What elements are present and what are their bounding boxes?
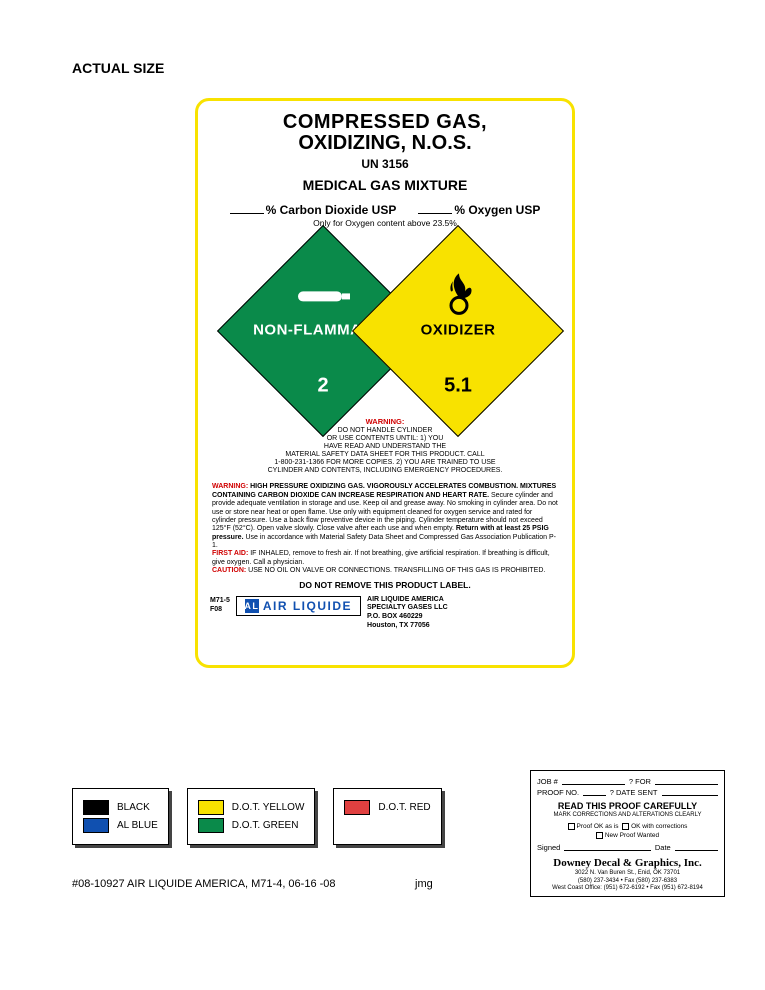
swatch-row: D.O.T. RED — [344, 800, 430, 815]
proof-box: JOB # ? FOR PROOF NO. ? DATE SENT READ THI… — [530, 770, 725, 897]
signed-label: Signed — [537, 843, 560, 853]
color-swatch — [83, 800, 109, 815]
color-swatch — [83, 818, 109, 833]
logo-text: AIR LIQUIDE — [263, 599, 352, 613]
body-warning-label: WARNING: — [212, 483, 248, 490]
title-line-1: COMPRESSED GAS, — [208, 111, 562, 134]
color-swatches: BLACK AL BLUE D.O.T. YELLOW D.O.T. GREEN D… — [72, 788, 442, 845]
pct-note: Only for Oxygen content above 23.5% — [208, 218, 562, 228]
addr4: Houston, TX 77056 — [367, 622, 448, 631]
un-number: UN 3156 — [208, 157, 562, 171]
swatch-label: D.O.T. RED — [378, 802, 430, 813]
proof-sub: MARK CORRECTIONS AND ALTERATIONS CLEARLY — [537, 812, 718, 820]
swatch-box-2: D.O.T. YELLOW D.O.T. GREEN — [187, 788, 316, 845]
oxidizer-text: OXIDIZER — [383, 321, 533, 338]
swatch-row: BLACK — [83, 800, 158, 815]
swatch-row: D.O.T. GREEN — [198, 818, 305, 833]
proofno-label: PROOF NO. — [537, 788, 579, 798]
downey-addr2: (580) 237-3434 • Fax (580) 237-6383 — [537, 878, 718, 885]
color-swatch — [198, 800, 224, 815]
actual-size-heading: ACTUAL SIZE — [72, 60, 164, 76]
oxidizer-diamond: OXIDIZER 5.1 — [352, 225, 564, 437]
color-swatch — [344, 800, 370, 815]
body-detail2: Use in accordance with Material Safety D… — [212, 534, 556, 549]
color-swatch — [198, 818, 224, 833]
caution-label: CAUTION: — [212, 567, 246, 574]
class-51-number: 5.1 — [383, 374, 533, 397]
co2-label: % Carbon Dioxide USP — [266, 203, 397, 217]
job-label: JOB # — [537, 777, 558, 787]
addr3: P.O. BOX 460229 — [367, 613, 448, 622]
title-line-2: OXIDIZING, N.O.S. — [208, 132, 562, 155]
swatch-label: BLACK — [117, 802, 150, 813]
air-liquide-logo: AL AIR LIQUIDE — [236, 596, 361, 616]
datesent-label: ? DATE SENT — [610, 788, 658, 798]
downey-company: Downey Decal & Graphics, Inc. — [537, 856, 718, 870]
hazard-diamonds: NON-FLAMMABLE 2 OXIDIZER 5.1 — [208, 236, 562, 436]
do-not-remove: DO NOT REMOVE THIS PRODUCT LABEL. — [208, 580, 562, 590]
o2-label: % Oxygen USP — [454, 203, 540, 217]
swatch-box-1: BLACK AL BLUE — [72, 788, 169, 845]
swatch-row: AL BLUE — [83, 818, 158, 833]
body-text: WARNING: HIGH PRESSURE OXIDIZING GAS. VI… — [208, 483, 562, 575]
firstaid-label: FIRST AID: — [212, 550, 248, 557]
swatch-row: D.O.T. YELLOW — [198, 800, 305, 815]
label-footer: M71-5 F08 AL AIR LIQUIDE AIR LIQUIDE AME… — [208, 596, 562, 631]
for-label: ? FOR — [629, 777, 651, 787]
al-icon: AL — [245, 599, 259, 613]
ok-asis: Proof OK as is — [577, 823, 619, 830]
date-label: Date — [655, 843, 671, 853]
subtitle: MEDICAL GAS MIXTURE — [208, 177, 562, 193]
percentage-row: % Carbon Dioxide USP % Oxygen USP — [208, 203, 562, 217]
hazmat-label: COMPRESSED GAS, OXIDIZING, N.O.S. UN 315… — [195, 98, 575, 668]
code-m71: M71-5 — [210, 596, 230, 605]
footer-line: #08-10927 AIR LIQUIDE AMERICA, M71-4, 06… — [72, 878, 336, 890]
downey-addr1: 3022 N. Van Buren St., Enid, OK 73701 — [537, 870, 718, 877]
caution-text: USE NO OIL ON VALVE OR CONNECTIONS. TRAN… — [246, 567, 545, 574]
initials: jmg — [415, 878, 433, 890]
new-proof: New Proof Wanted — [605, 832, 659, 839]
addr1: AIR LIQUIDE AMERICA — [367, 596, 448, 605]
code-f08: F08 — [210, 605, 230, 614]
swatch-label: AL BLUE — [117, 820, 158, 831]
company-address: AIR LIQUIDE AMERICA SPECIALTY GASES LLC … — [367, 596, 448, 631]
proof-title: READ THIS PROOF CAREFULLY — [537, 801, 718, 813]
class-2-number: 2 — [248, 374, 398, 397]
flame-icon — [439, 271, 479, 315]
swatch-label: D.O.T. YELLOW — [232, 802, 305, 813]
firstaid-text: IF INHALED, remove to fresh air. If not … — [212, 550, 550, 565]
addr2: SPECIALTY GASES LLC — [367, 604, 448, 613]
ok-corrections: OK with corrections — [631, 823, 687, 830]
swatch-box-3: D.O.T. RED — [333, 788, 441, 845]
swatch-label: D.O.T. GREEN — [232, 820, 299, 831]
downey-addr3: West Coast Office: (951) 672-6192 • Fax … — [537, 885, 718, 892]
cylinder-icon — [294, 283, 354, 307]
